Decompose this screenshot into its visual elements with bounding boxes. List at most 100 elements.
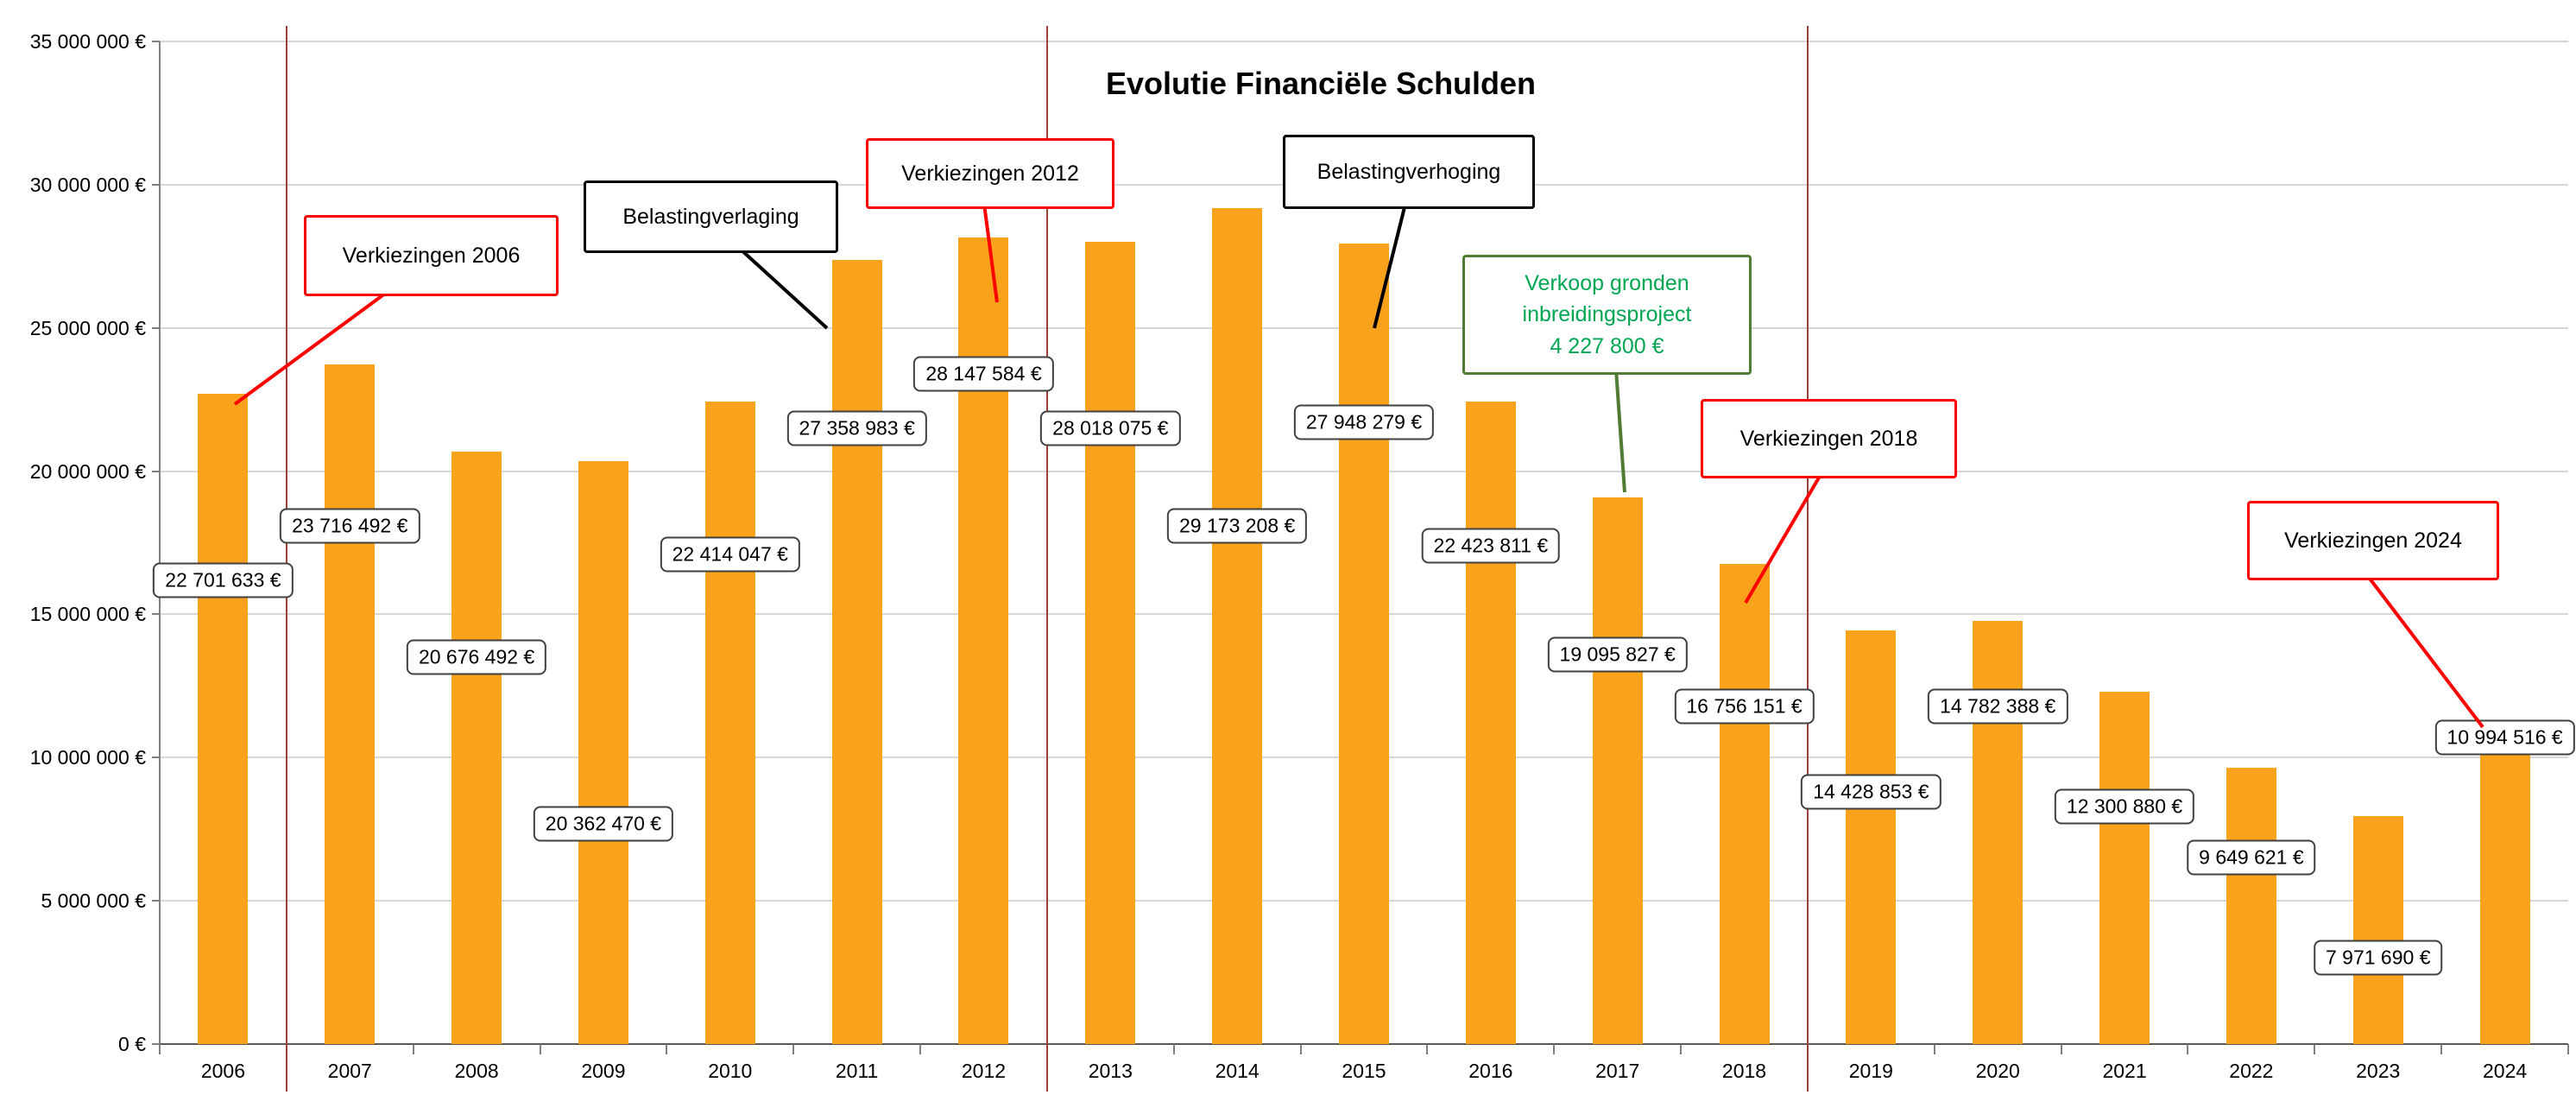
value-label-2018: 16 756 151 €	[1674, 688, 1815, 725]
x-axis-tickmark	[2060, 1044, 2062, 1054]
value-label-2020: 14 782 388 €	[1928, 688, 2068, 725]
bar-2008	[451, 452, 502, 1044]
y-axis-label-20000000: 20 000 000 €	[29, 459, 146, 483]
y-axis-tickmark-25000000	[152, 326, 160, 329]
x-axis-tickmark	[159, 1044, 161, 1054]
y-axis-tickmark-0	[152, 1043, 160, 1045]
annotation-verkiezingen-2024: Verkiezingen 2024	[2247, 501, 2499, 580]
y-axis-label-25000000: 25 000 000 €	[29, 316, 146, 339]
y-axis-label-10000000: 10 000 000 €	[29, 746, 146, 769]
annotation-verkiezingen-2018: Verkiezingen 2018	[1701, 399, 1957, 478]
x-axis-label-2024: 2024	[2482, 1060, 2528, 1082]
x-axis-tickmark	[1933, 1044, 1935, 1054]
value-label-2013: 28 018 075 €	[1040, 410, 1181, 446]
value-label-2016: 22 423 811 €	[1421, 528, 1561, 564]
bar-2024	[2479, 729, 2530, 1044]
x-axis-tickmark	[2567, 1044, 2569, 1054]
x-axis-label-2007: 2007	[327, 1060, 372, 1082]
value-label-2023: 7 971 690 €	[2313, 940, 2443, 976]
annotation-verkiezingen-2006: Verkiezingen 2006	[304, 215, 559, 296]
x-axis-label-2020: 2020	[1975, 1060, 2020, 1082]
x-axis-label-2009: 2009	[581, 1060, 626, 1082]
x-axis-tickmark	[412, 1044, 414, 1054]
value-label-2022: 9 649 621 €	[2187, 839, 2316, 876]
x-axis-label-2013: 2013	[1088, 1060, 1133, 1082]
value-label-2006: 22 701 633 €	[153, 562, 294, 598]
y-axis-label-35000000: 35 000 000 €	[29, 30, 146, 53]
bar-2016	[1465, 402, 1516, 1044]
annotation-belastingverlaging: Belastingverlaging	[584, 180, 838, 253]
y-axis-tickmark-15000000	[152, 613, 160, 616]
annotation-verkiezingen-2012: Verkiezingen 2012	[866, 138, 1114, 209]
annotation-line-verkoop-gronden	[1614, 369, 1626, 493]
value-label-2015: 27 948 279 €	[1293, 404, 1435, 440]
period-separator-after-2012	[1045, 26, 1048, 1092]
x-axis-tickmark	[2187, 1044, 2189, 1054]
bar-2014	[1212, 208, 1263, 1044]
x-axis-tickmark	[1680, 1044, 1683, 1054]
x-axis-label-2011: 2011	[835, 1060, 879, 1082]
bar-2015	[1339, 243, 1389, 1044]
bar-2021	[2099, 691, 2150, 1044]
y-axis-tickmark-5000000	[152, 900, 160, 902]
value-label-2010: 22 414 047 €	[660, 536, 800, 573]
bar-2006	[198, 393, 249, 1044]
value-label-2011: 27 358 983 €	[786, 410, 927, 446]
value-label-2019: 14 428 853 €	[1801, 774, 1941, 810]
bar-2013	[1085, 241, 1136, 1044]
bar-2020	[1973, 620, 2024, 1044]
x-axis-label-2016: 2016	[1468, 1060, 1513, 1082]
chart-title: Evolutie Financiële Schulden	[1105, 66, 1537, 101]
x-axis-tickmark	[919, 1044, 922, 1054]
annotation-line-belastingverlaging	[737, 246, 829, 330]
gridline-35000000	[160, 41, 2568, 42]
y-axis-tickmark-30000000	[152, 183, 160, 186]
x-axis-label-2021: 2021	[2102, 1060, 2147, 1082]
x-axis-tickmark	[1172, 1044, 1175, 1054]
bar-2022	[2226, 767, 2276, 1044]
x-axis-label-2006: 2006	[200, 1060, 245, 1082]
annotation-line-verkiezingen-2024	[2365, 573, 2484, 729]
value-label-2014: 29 173 208 €	[1167, 508, 1308, 544]
x-axis-tickmark	[1299, 1044, 1302, 1054]
x-axis-tickmark	[2314, 1044, 2316, 1054]
x-axis-tickmark	[666, 1044, 668, 1054]
x-axis-line	[160, 1043, 2568, 1045]
x-axis-label-2019: 2019	[1848, 1060, 1893, 1082]
annotation-belastingverhoging: Belastingverhoging	[1283, 135, 1535, 209]
x-axis-label-2010: 2010	[708, 1060, 753, 1082]
bar-2023	[2352, 815, 2403, 1044]
x-axis-label-2014: 2014	[1215, 1060, 1260, 1082]
value-label-2021: 12 300 880 €	[2054, 788, 2195, 825]
y-axis-label-5000000: 5 000 000 €	[41, 889, 146, 913]
value-label-2024: 10 994 516 €	[2434, 719, 2575, 756]
x-axis-label-2012: 2012	[961, 1060, 1007, 1082]
value-label-2007: 23 716 492 €	[280, 508, 420, 544]
bar-2017	[1592, 497, 1643, 1044]
bar-2018	[1719, 564, 1770, 1044]
y-axis-tickmark-20000000	[152, 470, 160, 472]
x-axis-tickmark	[1426, 1044, 1429, 1054]
x-axis-label-2008: 2008	[454, 1060, 499, 1082]
value-label-2009: 20 362 470 €	[533, 806, 674, 842]
annotation-verkoop-gronden: Verkoop gronden inbreidingsproject 4 227…	[1462, 255, 1752, 375]
x-axis-tickmark	[1553, 1044, 1556, 1054]
x-axis-label-2018: 2018	[1721, 1060, 1767, 1082]
y-axis-label-0: 0 €	[118, 1033, 146, 1055]
y-axis-tickmark-35000000	[152, 41, 160, 42]
x-axis-label-2022: 2022	[2229, 1060, 2274, 1082]
x-axis-label-2023: 2023	[2356, 1060, 2401, 1082]
bar-2007	[325, 364, 376, 1044]
period-separator-after-2018	[1806, 26, 1809, 1092]
x-axis-tickmark	[539, 1044, 541, 1054]
x-axis-label-2017: 2017	[1595, 1060, 1640, 1082]
period-separator-after-2006	[285, 26, 287, 1092]
x-axis-label-2015: 2015	[1342, 1060, 1386, 1082]
y-axis-line	[159, 41, 161, 1049]
value-label-2008: 20 676 492 €	[406, 639, 547, 675]
bar-2009	[578, 460, 628, 1044]
y-axis-label-15000000: 15 000 000 €	[29, 603, 146, 626]
bar-2019	[1846, 630, 1897, 1044]
value-label-2012: 28 147 584 €	[913, 356, 1054, 392]
